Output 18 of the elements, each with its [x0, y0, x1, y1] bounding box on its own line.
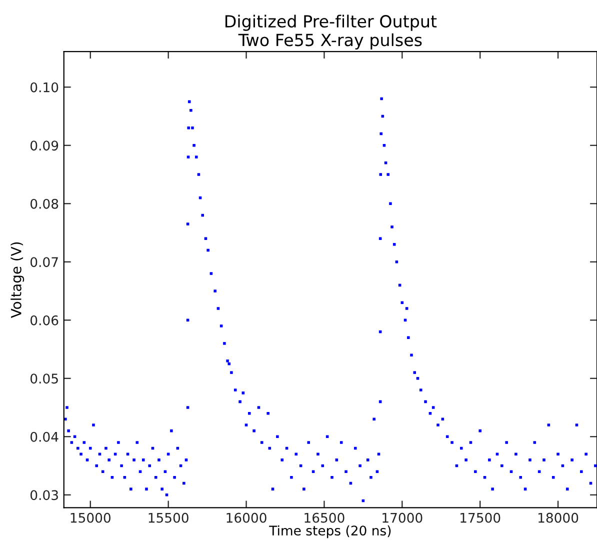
- y-axis-title: Voltage (V): [10, 242, 24, 318]
- chart-title: Digitized Pre-filter Output Two Fe55 X-ray pulses: [225, 14, 437, 50]
- x-tick-label: 16500: [304, 512, 344, 523]
- x-tick-label: 16000: [226, 512, 266, 523]
- y-tick-label: 0.03: [30, 490, 58, 500]
- y-tick-label: 0.08: [30, 198, 58, 209]
- x-tick-label: 17000: [382, 512, 422, 523]
- y-tick-label: 0.07: [30, 257, 58, 268]
- x-tick-label: 15500: [148, 512, 188, 523]
- x-tick-label: 15000: [70, 512, 110, 523]
- x-tick-label: 18000: [538, 512, 578, 523]
- y-tick-label: 0.09: [30, 140, 58, 151]
- y-tick-label: 0.05: [30, 374, 58, 384]
- x-tick-label: 17500: [460, 512, 500, 523]
- y-tick-label: 0.06: [30, 315, 58, 326]
- y-tick-label: 0.10: [30, 82, 58, 92]
- y-tick-label: 0.04: [30, 432, 58, 442]
- x-axis-title: Time steps (20 ns): [269, 525, 391, 538]
